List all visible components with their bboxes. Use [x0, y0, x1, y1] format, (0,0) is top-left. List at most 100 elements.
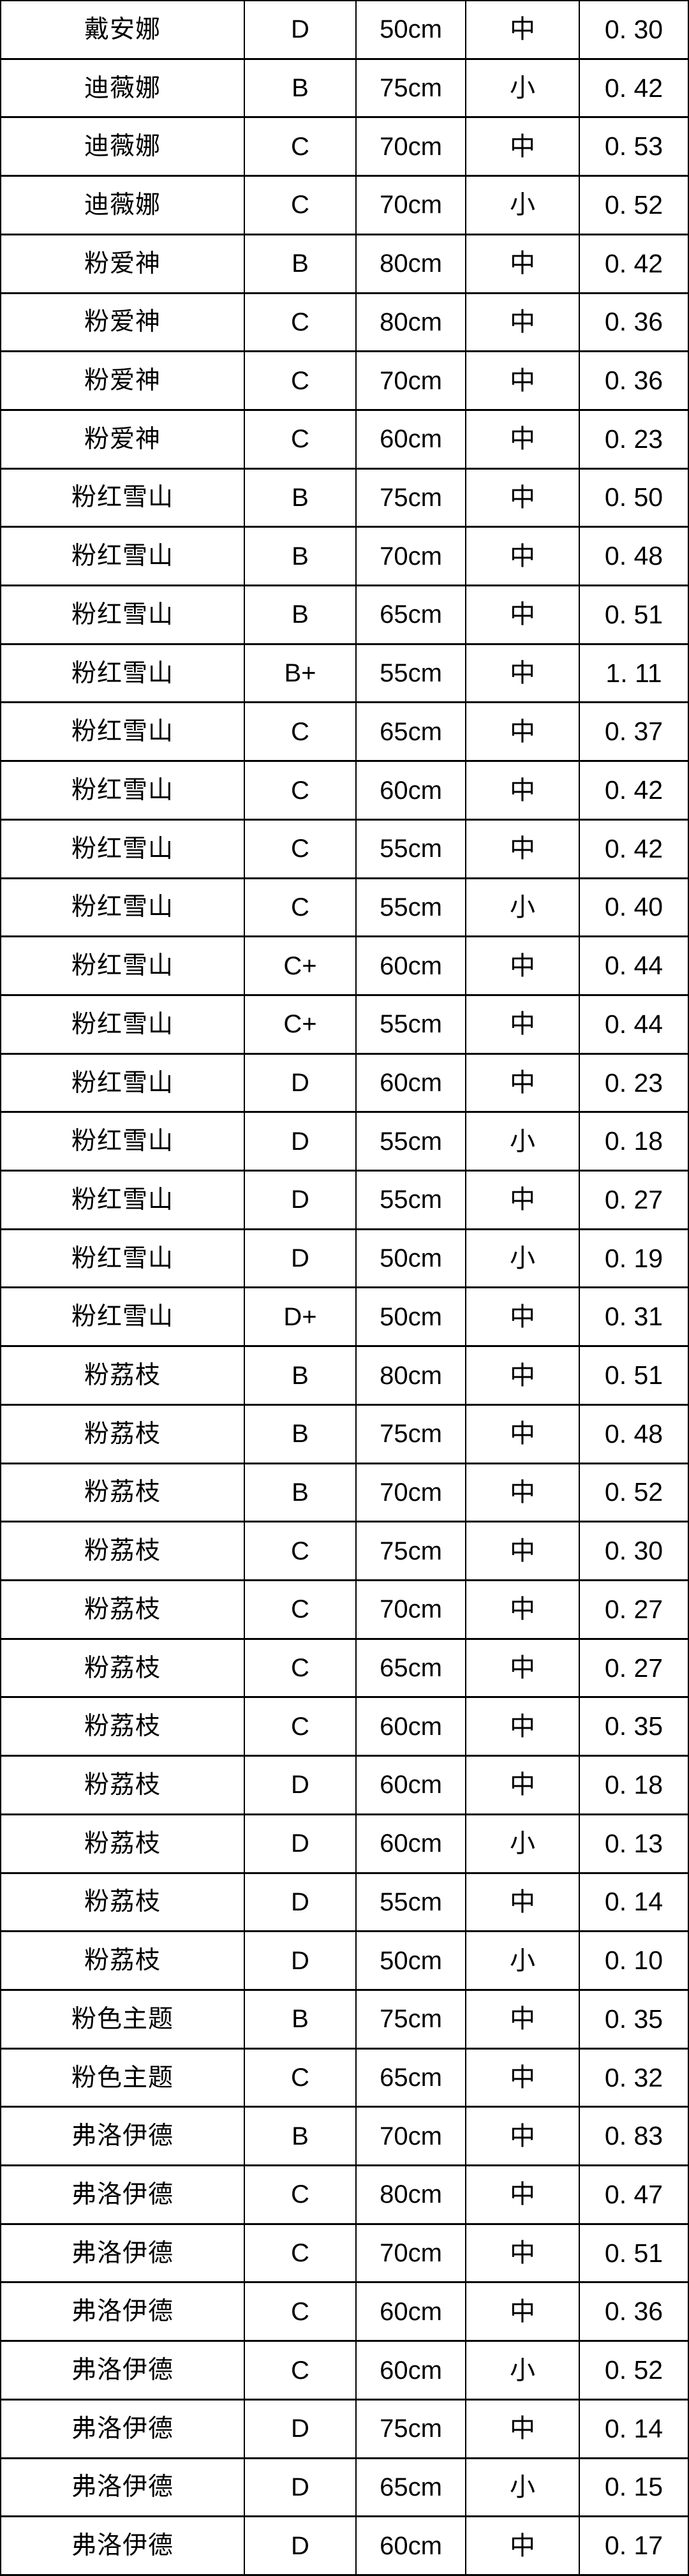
table-cell-head-size: 中 [466, 586, 579, 643]
table-cell-stem-length: 55cm [357, 1873, 465, 1931]
table-cell-ratio: 0. 30 [580, 1, 688, 58]
table-cell-head-size: 中 [466, 1464, 579, 1521]
table-cell-name: 粉荔枝 [1, 1639, 244, 1697]
table-cell-ratio: 0. 18 [580, 1113, 688, 1170]
table-cell-ratio: 0. 36 [580, 352, 688, 409]
table-cell-stem-length: 80cm [357, 235, 465, 292]
table-cell-ratio: 0. 31 [580, 1288, 688, 1346]
table-cell-grade: C [245, 2224, 355, 2282]
table-cell-head-size: 小 [466, 879, 579, 936]
table-cell-stem-length: 65cm [357, 703, 465, 761]
table-cell-grade: D+ [245, 1288, 355, 1346]
table-cell-ratio: 0. 14 [580, 1873, 688, 1931]
table-cell-name: 粉红雪山 [1, 703, 244, 761]
table-cell-head-size: 小 [466, 1113, 579, 1170]
table-cell-stem-length: 80cm [357, 294, 465, 351]
table-cell-stem-length: 50cm [357, 1932, 465, 1989]
table-cell-ratio: 0. 53 [580, 118, 688, 175]
table-cell-name: 粉红雪山 [1, 937, 244, 994]
table-cell-grade: D [245, 1, 355, 58]
table-cell-ratio: 0. 47 [580, 2166, 688, 2223]
table-cell-name: 粉红雪山 [1, 995, 244, 1053]
table-cell-head-size: 小 [466, 177, 579, 234]
table-cell-head-size: 中 [466, 762, 579, 819]
table-cell-stem-length: 70cm [357, 177, 465, 234]
table-cell-stem-length: 60cm [357, 1815, 465, 1872]
table-cell-ratio: 0. 50 [580, 469, 688, 526]
table-cell-name: 弗洛伊德 [1, 2342, 244, 2399]
table-cell-grade: B [245, 1347, 355, 1404]
table-cell-name: 粉爱神 [1, 352, 244, 409]
table-cell-name: 粉荔枝 [1, 1347, 244, 1404]
table-cell-head-size: 中 [466, 995, 579, 1053]
table-cell-head-size: 中 [466, 118, 579, 175]
table-cell-ratio: 0. 48 [580, 528, 688, 585]
table-cell-head-size: 中 [466, 469, 579, 526]
table-cell-grade: C [245, 1698, 355, 1755]
table-cell-ratio: 0. 10 [580, 1932, 688, 1989]
table-cell-ratio: 0. 35 [580, 1698, 688, 1755]
table-cell-grade: C [245, 410, 355, 468]
table-cell-head-size: 中 [466, 2224, 579, 2282]
table-cell-name: 粉荔枝 [1, 1873, 244, 1931]
table-cell-grade: B [245, 235, 355, 292]
table-cell-name: 粉红雪山 [1, 1288, 244, 1346]
table-cell-head-size: 中 [466, 1054, 579, 1112]
table-cell-stem-length: 70cm [357, 118, 465, 175]
table-cell-stem-length: 55cm [357, 1172, 465, 1228]
table-cell-head-size: 中 [466, 1698, 579, 1755]
table-cell-head-size: 中 [466, 937, 579, 994]
table-cell-ratio: 0. 83 [580, 2108, 688, 2165]
table-cell-head-size: 中 [466, 1873, 579, 1931]
table-cell-ratio: 0. 13 [580, 1815, 688, 1872]
table-cell-stem-length: 60cm [357, 1757, 465, 1813]
table-cell-ratio: 0. 37 [580, 703, 688, 761]
table-cell-stem-length: 70cm [357, 1581, 465, 1638]
table-cell-stem-length: 60cm [357, 2342, 465, 2399]
table-cell-name: 弗洛伊德 [1, 2459, 244, 2516]
table-cell-stem-length: 60cm [357, 410, 465, 468]
table-cell-head-size: 中 [466, 644, 579, 702]
table-cell-name: 粉红雪山 [1, 469, 244, 526]
table-cell-head-size: 中 [466, 2283, 579, 2341]
table-cell-ratio: 0. 40 [580, 879, 688, 936]
table-cell-ratio: 0. 52 [580, 2342, 688, 2399]
table-cell-grade: C [245, 1523, 355, 1580]
table-cell-name: 粉荔枝 [1, 1757, 244, 1813]
table-cell-name: 粉红雪山 [1, 1054, 244, 1112]
table-cell-head-size: 中 [466, 1523, 579, 1580]
table-cell-grade: B+ [245, 644, 355, 702]
table-cell-grade: C [245, 2049, 355, 2106]
table-cell-ratio: 0. 32 [580, 2049, 688, 2106]
table-cell-name: 迪薇娜 [1, 177, 244, 234]
table-cell-stem-length: 55cm [357, 995, 465, 1053]
table-cell-head-size: 中 [466, 1639, 579, 1697]
table-cell-stem-length: 80cm [357, 2166, 465, 2223]
table-cell-ratio: 0. 27 [580, 1639, 688, 1697]
table-cell-ratio: 0. 42 [580, 820, 688, 877]
table-cell-grade: B [245, 469, 355, 526]
table-cell-grade: D [245, 2459, 355, 2516]
table-cell-stem-length: 75cm [357, 1523, 465, 1580]
table-cell-ratio: 0. 17 [580, 2517, 688, 2574]
table-cell-head-size: 中 [466, 1288, 579, 1346]
table-cell-grade: B [245, 2108, 355, 2165]
table-cell-head-size: 中 [466, 1581, 579, 1638]
table-cell-grade: C [245, 762, 355, 819]
table-cell-name: 弗洛伊德 [1, 2517, 244, 2574]
table-cell-ratio: 0. 51 [580, 586, 688, 643]
table-cell-head-size: 中 [466, 2049, 579, 2106]
table-cell-grade: C [245, 1581, 355, 1638]
table-cell-stem-length: 75cm [357, 2400, 465, 2457]
table-cell-name: 粉红雪山 [1, 1113, 244, 1170]
table-cell-ratio: 0. 44 [580, 937, 688, 994]
table-cell-grade: D [245, 1230, 355, 1287]
table-cell-grade: D [245, 1113, 355, 1170]
table-cell-grade: B [245, 1405, 355, 1463]
table-cell-name: 粉荔枝 [1, 1464, 244, 1521]
table-cell-head-size: 小 [466, 2459, 579, 2516]
table-cell-ratio: 0. 52 [580, 177, 688, 234]
table-cell-grade: C [245, 118, 355, 175]
table-cell-grade: C+ [245, 995, 355, 1053]
